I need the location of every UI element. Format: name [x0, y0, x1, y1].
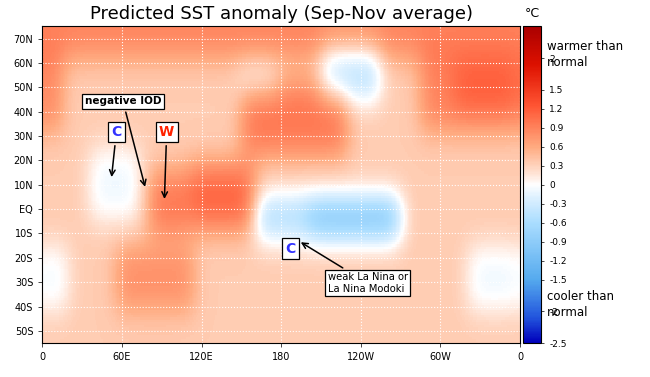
- Text: cooler than
normal: cooler than normal: [547, 290, 614, 319]
- Text: negative IOD: negative IOD: [84, 97, 161, 185]
- Text: weak La Nina or
La Nina Modoki: weak La Nina or La Nina Modoki: [302, 243, 408, 294]
- Text: W: W: [159, 125, 174, 197]
- Text: °C: °C: [525, 7, 540, 20]
- Text: C: C: [110, 125, 122, 175]
- Title: Predicted SST anomaly (Sep-Nov average): Predicted SST anomaly (Sep-Nov average): [90, 5, 473, 23]
- Text: warmer than
normal: warmer than normal: [547, 40, 623, 69]
- Text: C: C: [285, 242, 295, 256]
